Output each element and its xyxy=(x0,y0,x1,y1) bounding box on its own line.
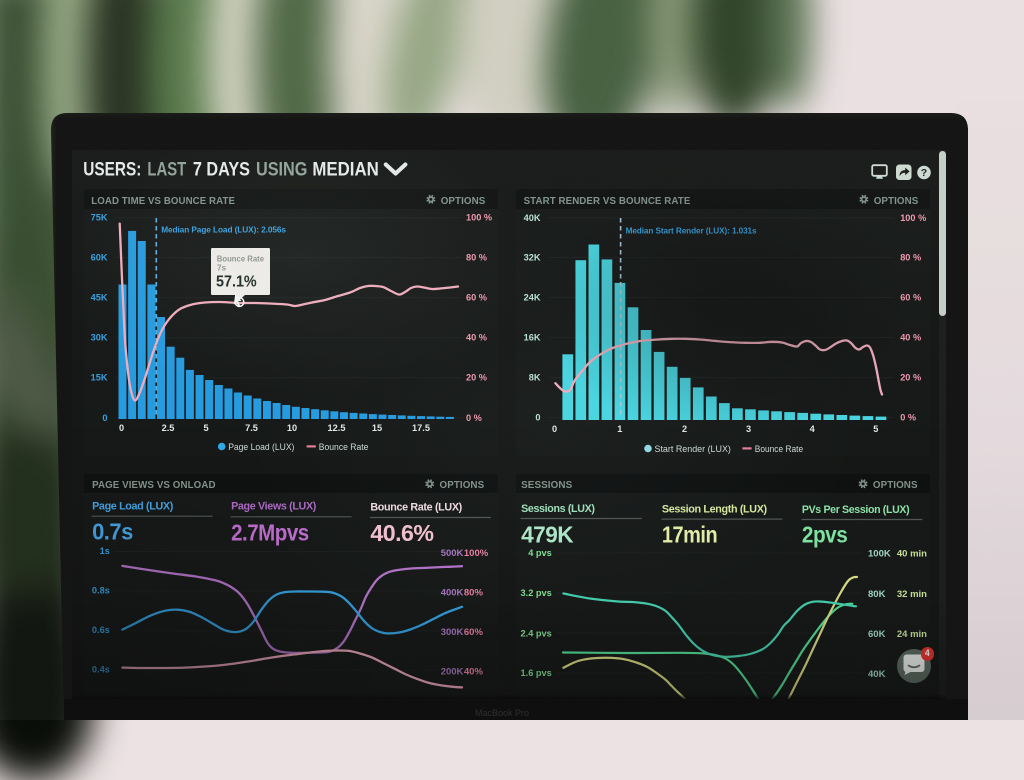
svg-text:PAGE VIEWS VS ONLOAD: PAGE VIEWS VS ONLOAD xyxy=(92,480,216,491)
svg-text:5: 5 xyxy=(203,423,208,433)
svg-text:OPTIONS: OPTIONS xyxy=(873,480,918,491)
svg-text:100 %: 100 % xyxy=(466,213,492,223)
svg-text:7s: 7s xyxy=(217,264,227,273)
svg-text:0: 0 xyxy=(119,423,124,433)
svg-text:LAST: LAST xyxy=(147,158,186,180)
svg-text:80K: 80K xyxy=(868,589,886,600)
svg-text:75K: 75K xyxy=(91,213,108,223)
svg-text:200K: 200K xyxy=(441,667,464,678)
svg-text:4 pvs: 4 pvs xyxy=(528,548,552,558)
svg-text:PVs Per Session (LUX): PVs Per Session (LUX) xyxy=(802,504,910,516)
svg-text:Bounce Rate (LUX): Bounce Rate (LUX) xyxy=(370,501,462,513)
svg-text:60K: 60K xyxy=(868,629,886,640)
svg-text:USERS:: USERS: xyxy=(83,158,141,180)
svg-text:20 %: 20 % xyxy=(900,373,921,383)
svg-text:MEDIAN: MEDIAN xyxy=(312,158,378,180)
svg-text:5: 5 xyxy=(873,424,878,434)
svg-text:Median Start Render (LUX): 1.0: Median Start Render (LUX): 1.031s xyxy=(626,226,757,236)
svg-text:20 %: 20 % xyxy=(466,373,487,383)
svg-text:0: 0 xyxy=(552,424,557,434)
svg-text:479K: 479K xyxy=(521,521,574,547)
svg-text:100 %: 100 % xyxy=(900,213,926,223)
svg-text:40 %: 40 % xyxy=(900,333,921,343)
svg-text:17min: 17min xyxy=(662,522,717,548)
svg-text:17.5: 17.5 xyxy=(412,423,430,433)
svg-text:0 %: 0 % xyxy=(900,413,916,423)
svg-text:100%: 100% xyxy=(464,548,489,559)
svg-text:80%: 80% xyxy=(464,588,484,599)
svg-text:40 %: 40 % xyxy=(466,333,487,343)
svg-text:Median Page Load (LUX): 2.056s: Median Page Load (LUX): 2.056s xyxy=(161,225,286,235)
svg-text:0.4s: 0.4s xyxy=(92,665,110,675)
svg-text:500K: 500K xyxy=(441,548,464,559)
svg-text:4: 4 xyxy=(810,424,816,434)
svg-text:80 %: 80 % xyxy=(900,253,921,263)
svg-text:40 min: 40 min xyxy=(897,549,927,560)
svg-text:12.5: 12.5 xyxy=(328,423,346,433)
svg-text:32K: 32K xyxy=(524,253,541,263)
svg-text:Session Length (LUX): Session Length (LUX) xyxy=(662,504,768,516)
svg-text:7.5: 7.5 xyxy=(245,423,258,433)
svg-text:START RENDER VS BOUNCE RATE: START RENDER VS BOUNCE RATE xyxy=(524,196,691,207)
svg-text:60%: 60% xyxy=(464,627,484,638)
svg-text:Bounce Rate: Bounce Rate xyxy=(217,255,265,264)
svg-text:1.6 pvs: 1.6 pvs xyxy=(521,668,552,678)
svg-text:30K: 30K xyxy=(91,333,108,343)
svg-text:1: 1 xyxy=(617,424,622,434)
svg-text:300K: 300K xyxy=(441,627,464,638)
svg-text:2.4 pvs: 2.4 pvs xyxy=(521,628,552,638)
svg-text:0.6s: 0.6s xyxy=(92,625,110,635)
svg-text:3.2 pvs: 3.2 pvs xyxy=(521,588,552,598)
svg-text:OPTIONS: OPTIONS xyxy=(441,196,486,207)
svg-text:OPTIONS: OPTIONS xyxy=(874,196,919,207)
svg-text:1s: 1s xyxy=(100,546,110,556)
svg-text:7 DAYS: 7 DAYS xyxy=(193,158,250,180)
svg-text:0: 0 xyxy=(102,413,107,423)
svg-text:40K: 40K xyxy=(868,669,886,680)
svg-text:0.7s: 0.7s xyxy=(92,518,133,544)
svg-text:Page Load (LUX): Page Load (LUX) xyxy=(92,501,174,513)
svg-text:?: ? xyxy=(921,167,927,179)
svg-text:24K: 24K xyxy=(524,293,541,303)
svg-text:Bounce Rate: Bounce Rate xyxy=(319,442,369,452)
svg-text:57.1%: 57.1% xyxy=(216,273,257,290)
svg-text:24 min: 24 min xyxy=(897,629,927,640)
svg-text:0: 0 xyxy=(535,413,540,423)
svg-text:60 %: 60 % xyxy=(466,293,487,303)
svg-text:OPTIONS: OPTIONS xyxy=(440,480,485,491)
svg-text:Bounce Rate: Bounce Rate xyxy=(755,444,803,454)
svg-text:LOAD TIME VS BOUNCE RATE: LOAD TIME VS BOUNCE RATE xyxy=(91,196,235,207)
svg-text:SESSIONS: SESSIONS xyxy=(521,480,572,491)
svg-text:Page Load (LUX): Page Load (LUX) xyxy=(228,442,294,452)
svg-text:Sessions (LUX): Sessions (LUX) xyxy=(521,503,595,515)
svg-text:15K: 15K xyxy=(91,373,108,383)
svg-text:32 min: 32 min xyxy=(897,589,927,600)
svg-text:60 %: 60 % xyxy=(900,293,921,303)
svg-text:16K: 16K xyxy=(524,333,541,343)
svg-text:2.7Mpvs: 2.7Mpvs xyxy=(231,519,309,545)
svg-text:40%: 40% xyxy=(464,667,484,678)
svg-text:10: 10 xyxy=(287,423,297,433)
svg-text:45K: 45K xyxy=(91,293,108,303)
svg-text:40.6%: 40.6% xyxy=(370,520,434,546)
svg-text:Page Views (LUX): Page Views (LUX) xyxy=(231,501,317,513)
svg-text:40K: 40K xyxy=(524,213,541,223)
svg-text:0 %: 0 % xyxy=(466,413,482,423)
svg-text:USING: USING xyxy=(256,158,307,180)
svg-text:0.8s: 0.8s xyxy=(92,586,110,596)
svg-text:2: 2 xyxy=(682,424,687,434)
svg-text:2.5: 2.5 xyxy=(162,423,175,433)
svg-text:80 %: 80 % xyxy=(466,253,487,263)
svg-text:100K: 100K xyxy=(868,549,891,560)
svg-text:3: 3 xyxy=(746,424,751,434)
svg-text:Start Render (LUX): Start Render (LUX) xyxy=(655,444,731,454)
svg-text:400K: 400K xyxy=(441,588,464,599)
svg-text:2pvs: 2pvs xyxy=(802,522,848,548)
svg-text:15: 15 xyxy=(372,423,382,433)
svg-text:60K: 60K xyxy=(91,253,108,263)
svg-text:8K: 8K xyxy=(529,373,541,383)
